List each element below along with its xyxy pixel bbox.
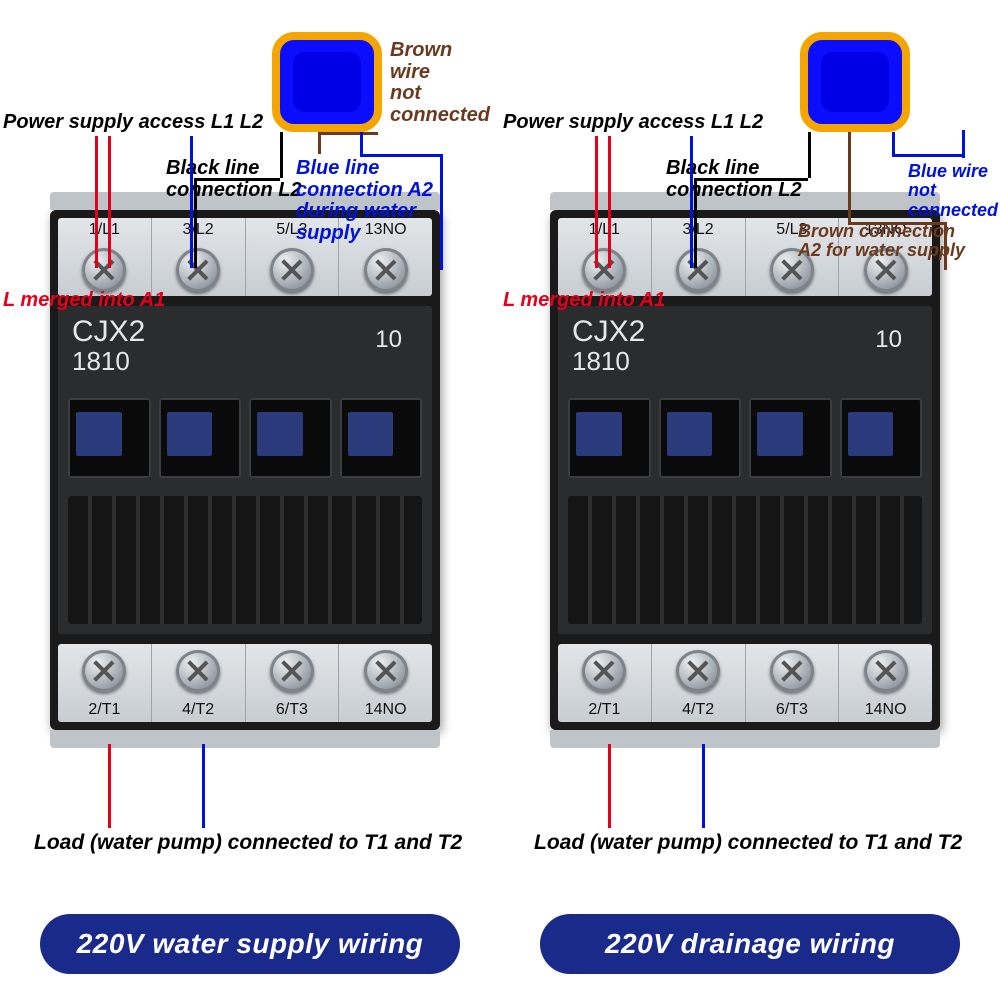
screw-icon (270, 650, 314, 692)
aux-label: 10 (375, 326, 402, 354)
screw-icon (364, 248, 408, 292)
terminal-T3: 6/T3 (746, 644, 840, 722)
screw-icon (82, 248, 126, 292)
annotation-ann_brown: Brown wire not connected (390, 40, 490, 126)
window-row (568, 398, 922, 478)
terminal-L1: 1/L1 (58, 218, 152, 296)
aux-label: 10 (875, 326, 902, 354)
terminal-strip-bot: 2/T1 4/T2 6/T3 14NO (558, 644, 932, 722)
wire-blue (360, 154, 440, 157)
annotation-ann_merge: L merged into A1 (3, 290, 165, 312)
wire-red (95, 136, 98, 268)
terminal-T3: 6/T3 (246, 644, 340, 722)
terminal-L1: 1/L1 (558, 218, 652, 296)
annotation-ann_bluenc: Blue wire not connected (908, 162, 998, 220)
wire-blue (190, 136, 193, 268)
wire-black (194, 178, 197, 268)
screw-icon (676, 248, 720, 292)
terminal-strip-bot: 2/T1 4/T2 6/T3 14NO (58, 644, 432, 722)
wire-black (194, 178, 280, 181)
screw-icon (582, 650, 626, 692)
terminal-T2: 4/T2 (152, 644, 246, 722)
wire-blue (440, 154, 443, 270)
wire-black (694, 178, 697, 268)
annotation-ann_load: Load (water pump) connected to T1 and T2 (34, 832, 462, 855)
window-row (68, 398, 422, 478)
contactor-body: CJX21810 10 (558, 306, 932, 634)
vent-grille (568, 496, 922, 624)
caption-left: 220V water supply wiring (40, 914, 460, 974)
screw-icon (176, 650, 220, 692)
terminal-L2: 3/L2 (152, 218, 246, 296)
wire-red (108, 136, 111, 268)
float-switch-icon (272, 32, 382, 132)
wire-blue (360, 132, 363, 154)
screw-icon (82, 650, 126, 692)
wire-brown (848, 222, 944, 225)
terminal-T1: 2/T1 (58, 644, 152, 722)
wire-brown (944, 222, 947, 270)
panel-water-supply: 1/L1 3/L2 5/L3 13NO CJX21810 10 2/T1 4/T… (0, 0, 480, 1000)
annotation-ann_power: Power supply access L1 L2 (3, 112, 263, 134)
contactor-body: CJX21810 10 (58, 306, 432, 634)
annotation-ann_load: Load (water pump) connected to T1 and T2 (534, 832, 962, 855)
wire-blue (690, 136, 693, 268)
wire-black (280, 132, 283, 178)
screw-icon (582, 248, 626, 292)
terminal-L2: 3/L2 (652, 218, 746, 296)
wire-brown (318, 132, 321, 154)
screw-icon (364, 650, 408, 692)
screw-icon (676, 650, 720, 692)
wire-black (808, 132, 811, 178)
model-label: CJX21810 (72, 316, 145, 375)
screw-icon (770, 650, 814, 692)
panel-drainage: 1/L1 3/L2 5/L3 13NO CJX21810 10 2/T1 4/T… (500, 0, 980, 1000)
terminal-T2: 4/T2 (652, 644, 746, 722)
contactor-right: 1/L1 3/L2 5/L3 13NO CJX21810 10 2/T1 4/T… (550, 210, 940, 730)
screw-icon (176, 248, 220, 292)
annotation-ann_merge: L merged into A1 (503, 290, 665, 312)
wire-brown (848, 132, 851, 222)
wire-blue (702, 744, 705, 828)
caption-right: 220V drainage wiring (540, 914, 960, 974)
wire-brown (318, 132, 378, 135)
terminal-14NO: 14NO (339, 644, 432, 722)
wire-blue (892, 132, 895, 154)
model-label: CJX21810 (572, 316, 645, 375)
wire-blue (202, 744, 205, 828)
terminal-14NO: 14NO (839, 644, 932, 722)
wire-blue (962, 130, 965, 158)
wire-red (608, 136, 611, 268)
terminal-T1: 2/T1 (558, 644, 652, 722)
annotation-ann_blue: Blue line connection A2 during water sup… (296, 158, 480, 244)
wire-blue (892, 154, 962, 157)
contactor-left: 1/L1 3/L2 5/L3 13NO CJX21810 10 2/T1 4/T… (50, 210, 440, 730)
wire-black (694, 178, 808, 181)
float-switch-icon (800, 32, 910, 132)
wire-red (608, 744, 611, 828)
wire-red (595, 136, 598, 268)
annotation-ann_brown2: Brown connection A2 for water supply (798, 222, 965, 261)
annotation-ann_power: Power supply access L1 L2 (503, 112, 763, 134)
screw-icon (864, 650, 908, 692)
screw-icon (270, 248, 314, 292)
wire-red (108, 744, 111, 828)
vent-grille (68, 496, 422, 624)
